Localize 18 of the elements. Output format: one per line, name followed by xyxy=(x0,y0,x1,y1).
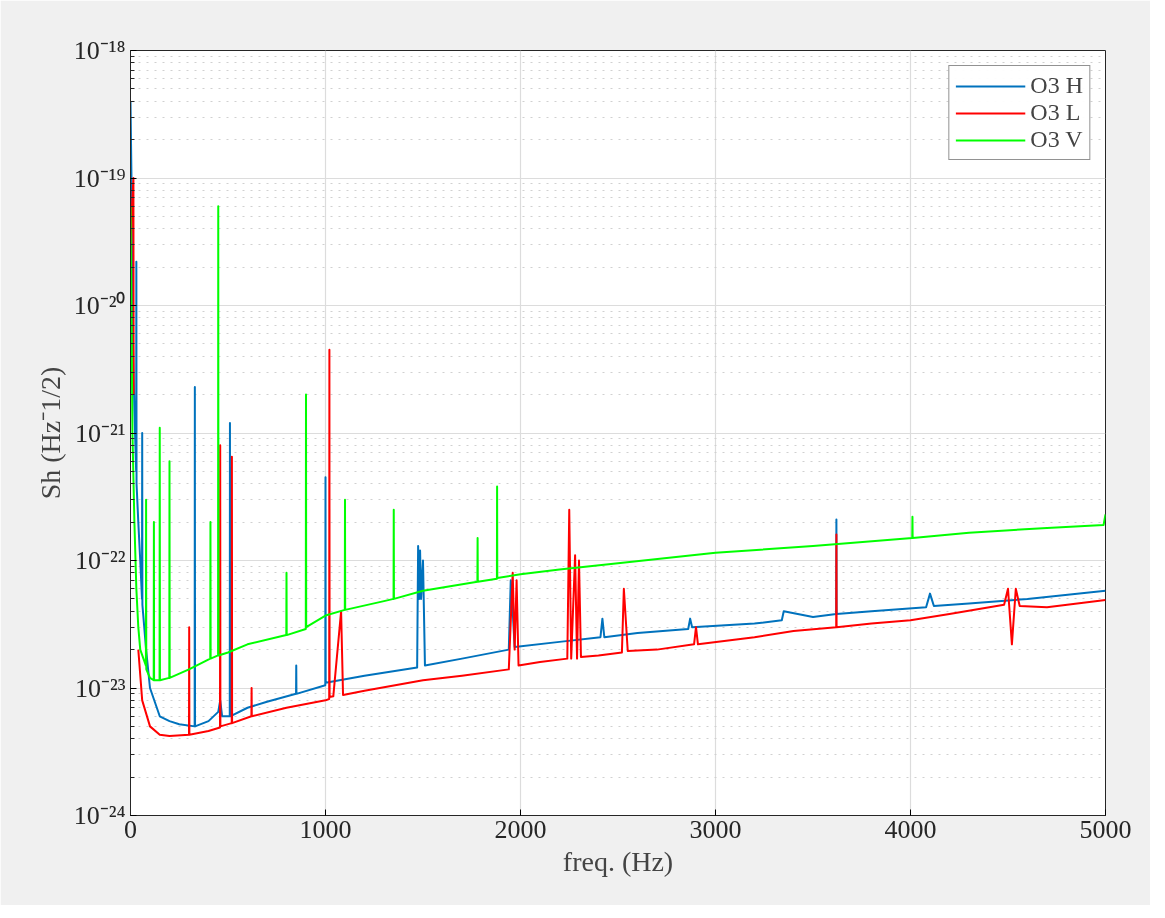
x-tick-label: 3000 xyxy=(689,814,742,844)
x-tick-label: 5000 xyxy=(1079,814,1132,844)
legend-label: O3 V xyxy=(1030,126,1083,153)
y-tick-label: 10⁻²⁰ xyxy=(73,291,126,320)
legend-label: O3 L xyxy=(1030,99,1081,126)
x-tick-label: 1000 xyxy=(299,814,352,844)
legend-label: O3 H xyxy=(1030,72,1083,99)
x-axis-title: freq. (Hz) xyxy=(562,845,674,877)
x-tick-label: 4000 xyxy=(884,814,937,844)
y-tick-label: 10⁻¹⁸ xyxy=(73,36,126,65)
y-tick-label: 10⁻²² xyxy=(74,546,126,575)
y-tick-label: 10⁻²⁴ xyxy=(73,801,126,830)
x-tick-label: 2000 xyxy=(494,814,547,844)
y-axis-title: Sh (Hz⁻1/2) xyxy=(34,366,66,500)
y-tick-label: 10⁻²¹ xyxy=(74,418,126,448)
y-tick-label: 10⁻²³ xyxy=(74,673,126,703)
y-tick-label: 10⁻¹⁹ xyxy=(73,163,126,193)
x-tick-label: 0 xyxy=(124,814,137,844)
